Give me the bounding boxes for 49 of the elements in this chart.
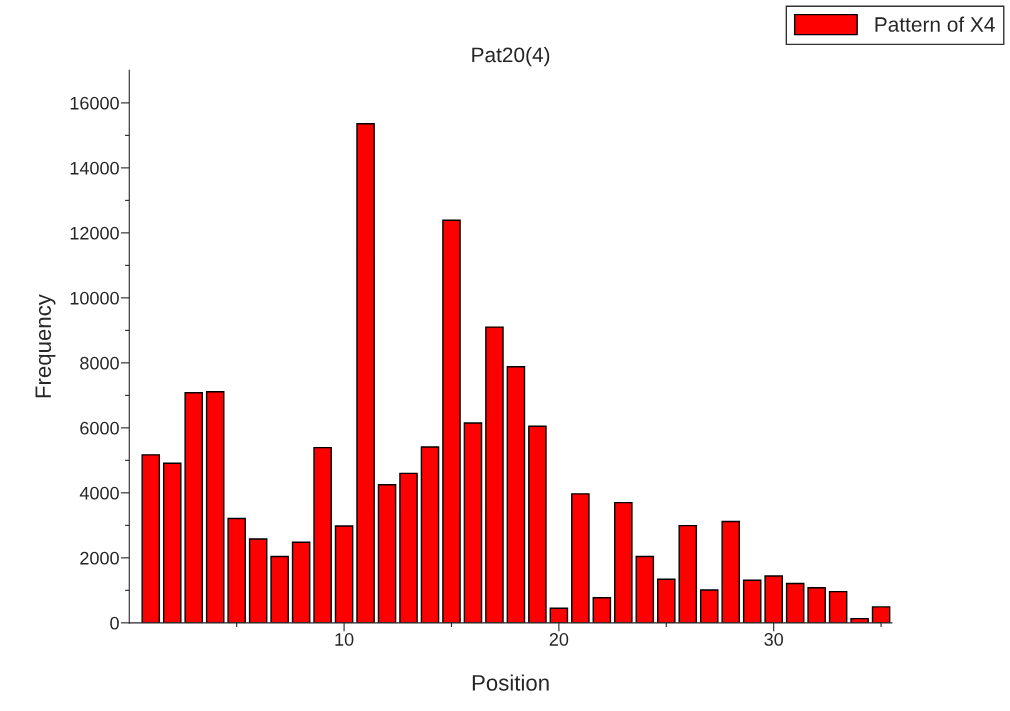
y-tick-label: 2000	[80, 551, 119, 565]
x-tick-label: 20	[549, 633, 569, 646]
bar	[656, 578, 676, 623]
x-tick-label: 30	[764, 633, 784, 646]
bar	[571, 493, 590, 623]
y-tick-label: 14000	[70, 161, 119, 175]
bar	[334, 525, 354, 623]
bar	[313, 446, 332, 623]
bar	[463, 422, 483, 623]
bar	[270, 555, 289, 623]
bar	[205, 391, 225, 623]
bar	[184, 392, 204, 623]
bar	[420, 446, 440, 623]
y-tick-label: 12000	[70, 226, 119, 240]
bar	[227, 517, 246, 623]
bar	[699, 589, 719, 623]
bar	[399, 472, 418, 623]
y-tick-label: 6000	[80, 421, 119, 435]
bar	[506, 366, 526, 623]
y-tick-label: 10000	[70, 291, 119, 305]
bar	[592, 597, 612, 623]
bar	[742, 579, 762, 623]
y-tick-label: 16000	[70, 96, 119, 110]
y-tick-label: 4000	[79, 486, 119, 500]
bar	[807, 587, 826, 623]
bar	[828, 590, 848, 623]
bar	[635, 555, 655, 623]
bar	[291, 541, 311, 623]
bar	[442, 219, 461, 623]
bar	[678, 524, 698, 623]
legend-label: Pattern of X4	[875, 16, 995, 32]
bar	[162, 462, 182, 623]
bar	[248, 538, 268, 623]
x-axis-title: Position	[472, 674, 549, 691]
bar	[785, 582, 805, 623]
y-axis-title: Frequency	[35, 294, 56, 398]
y-tick-label: 0	[110, 616, 119, 630]
x-tick-label: 10	[335, 633, 354, 646]
bar	[485, 326, 504, 623]
chart-title: Pat20(4)	[472, 46, 550, 67]
bar	[377, 484, 397, 623]
bar	[528, 425, 547, 623]
bar	[764, 575, 783, 623]
y-tick-label: 8000	[80, 356, 119, 370]
bar	[141, 454, 161, 623]
bar	[356, 122, 375, 623]
bar	[614, 501, 633, 623]
bar	[871, 606, 891, 623]
bar	[721, 520, 741, 623]
